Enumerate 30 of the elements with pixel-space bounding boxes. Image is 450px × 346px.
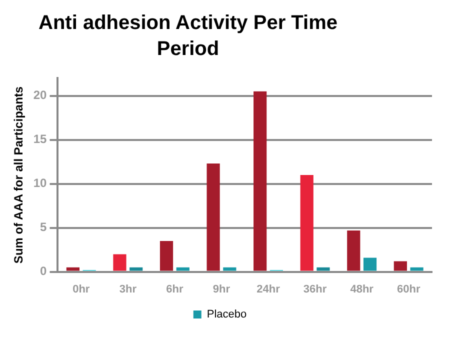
bar (176, 267, 190, 271)
y-tick-label: 20 (33, 88, 48, 102)
x-tick-label: 6hr (166, 283, 184, 296)
bar (113, 254, 126, 271)
bar (254, 91, 267, 271)
bar (347, 230, 360, 271)
bar (300, 175, 314, 271)
bar (394, 261, 407, 271)
y-tick-label: 5 (40, 220, 48, 234)
x-tick-label: 60hr (396, 283, 421, 296)
bar (160, 241, 174, 271)
x-tick-label: 3hr (119, 283, 138, 296)
bar (130, 267, 143, 271)
x-tick-label: 0hr (72, 283, 90, 296)
bar (66, 267, 80, 271)
x-tick-label: 24hr (256, 283, 281, 296)
x-tick-label: 48hr (350, 283, 374, 296)
y-tick-label: 0 (40, 264, 48, 278)
chart-title: Anti adhesion Activity Per Time Period (38, 11, 338, 62)
bar (316, 267, 330, 271)
bar (206, 164, 220, 271)
y-tick-label: 10 (33, 176, 48, 190)
x-tick-label: 36hr (303, 283, 328, 296)
bar (363, 258, 377, 271)
bar (223, 267, 236, 271)
legend-label: Placebo (206, 308, 247, 321)
y-axis-title: Sum of AAA for all Participants (12, 86, 26, 264)
y-tick-label: 15 (33, 132, 48, 146)
bar (410, 267, 424, 271)
x-tick-label: 9hr (212, 283, 231, 296)
